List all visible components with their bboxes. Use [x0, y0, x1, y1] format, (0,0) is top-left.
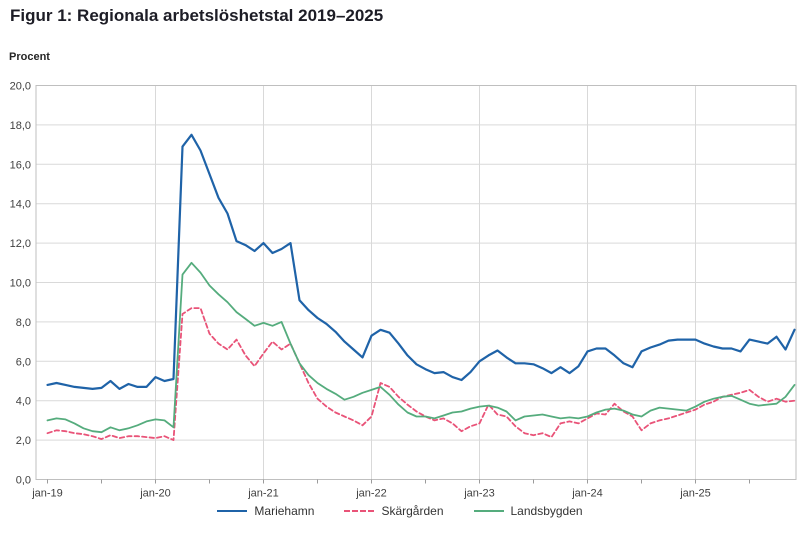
- series-line-skargarden: [46, 307, 796, 442]
- x-tick-label: jan-24: [571, 488, 603, 500]
- x-tick-label: jan-25: [679, 488, 711, 500]
- y-tick-label: 2,0: [16, 435, 31, 447]
- y-axis-title: Procent: [9, 51, 50, 63]
- legend-label-skargarden: Skärgården: [381, 504, 444, 518]
- legend-line-sample-landsbygden: [473, 510, 504, 512]
- y-tick-label: 0,0: [16, 475, 31, 487]
- legend-item-skargarden: Skärgården: [344, 504, 444, 518]
- series-line-mariehamn: [46, 133, 796, 390]
- plot-border: [35, 85, 797, 480]
- legend-label-landsbygden: Landsbygden: [510, 504, 583, 518]
- x-tick-label: jan-19: [31, 488, 63, 500]
- y-tick-label: 8,0: [16, 317, 31, 329]
- y-tick-label: 10,0: [10, 278, 31, 290]
- legend-item-landsbygden: Landsbygden: [473, 504, 583, 518]
- y-tick-label: 4,0: [16, 396, 31, 408]
- y-tick-label: 6,0: [16, 356, 31, 368]
- legend-label-mariehamn: Mariehamn: [254, 504, 315, 518]
- x-tick-label: jan-22: [355, 488, 387, 500]
- y-tick-label: 20,0: [10, 81, 31, 93]
- x-tick-label: jan-21: [247, 488, 279, 500]
- legend-line-sample-skargarden: [344, 510, 375, 512]
- x-tick-label: jan-23: [463, 488, 495, 500]
- y-tick-label: 18,0: [10, 120, 31, 132]
- legend-line-sample-mariehamn: [217, 510, 248, 512]
- y-tick-label: 12,0: [10, 238, 31, 250]
- y-tick-label: 14,0: [10, 199, 31, 211]
- series-line-landsbygden: [46, 261, 796, 434]
- y-tick-label: 16,0: [10, 159, 31, 171]
- x-tick-label: jan-20: [139, 488, 171, 500]
- page-title: Figur 1: Regionala arbetslöshetstal 2019…: [10, 6, 384, 25]
- chart-legend: Mariehamn Skärgården Landsbygden: [0, 504, 800, 518]
- legend-item-mariehamn: Mariehamn: [217, 504, 314, 518]
